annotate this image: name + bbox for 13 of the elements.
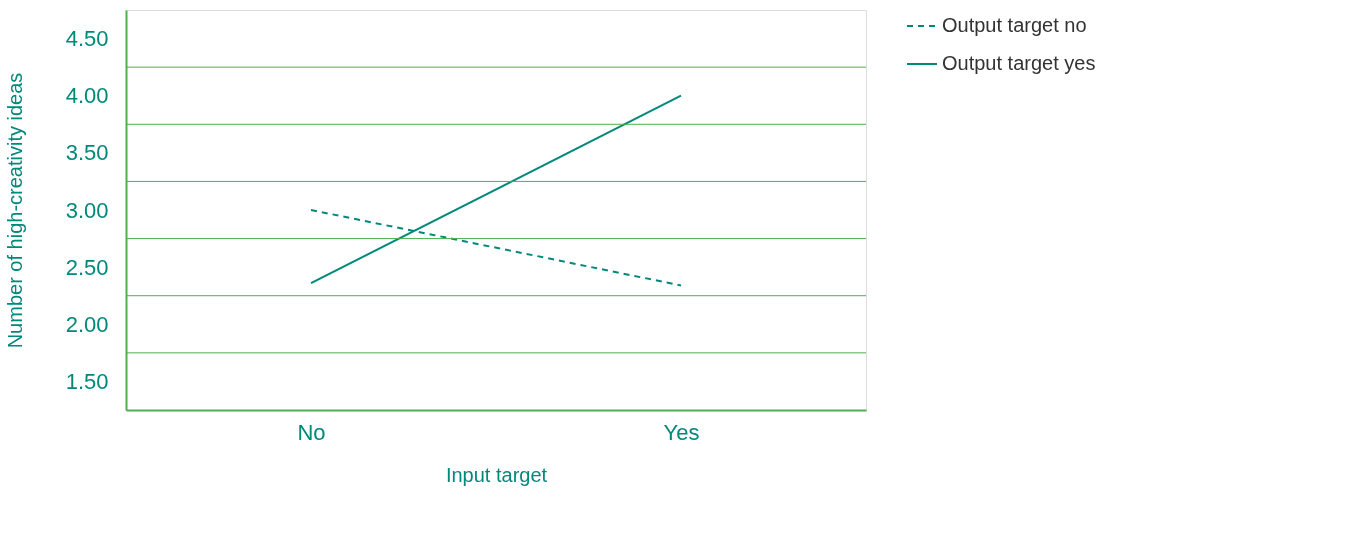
y-tick-label: 1.50 xyxy=(65,368,109,394)
y-tick-label: 3.50 xyxy=(65,140,109,166)
y-tick-label: 3.00 xyxy=(65,197,109,223)
y-axis-title: Number of high-creativity ideas xyxy=(3,72,26,349)
x-tick-label: Yes xyxy=(663,419,700,445)
legend-label: Output target no xyxy=(942,14,1087,36)
y-tick-label: 2.50 xyxy=(65,254,109,280)
legend-label: Output target yes xyxy=(942,52,1096,74)
y-tick-label: 2.00 xyxy=(65,311,109,337)
x-axis-title: Input target xyxy=(445,463,548,486)
x-tick-label: No xyxy=(297,419,326,445)
y-tick-label: 4.00 xyxy=(65,83,109,109)
y-tick-label: 4.50 xyxy=(65,26,109,52)
